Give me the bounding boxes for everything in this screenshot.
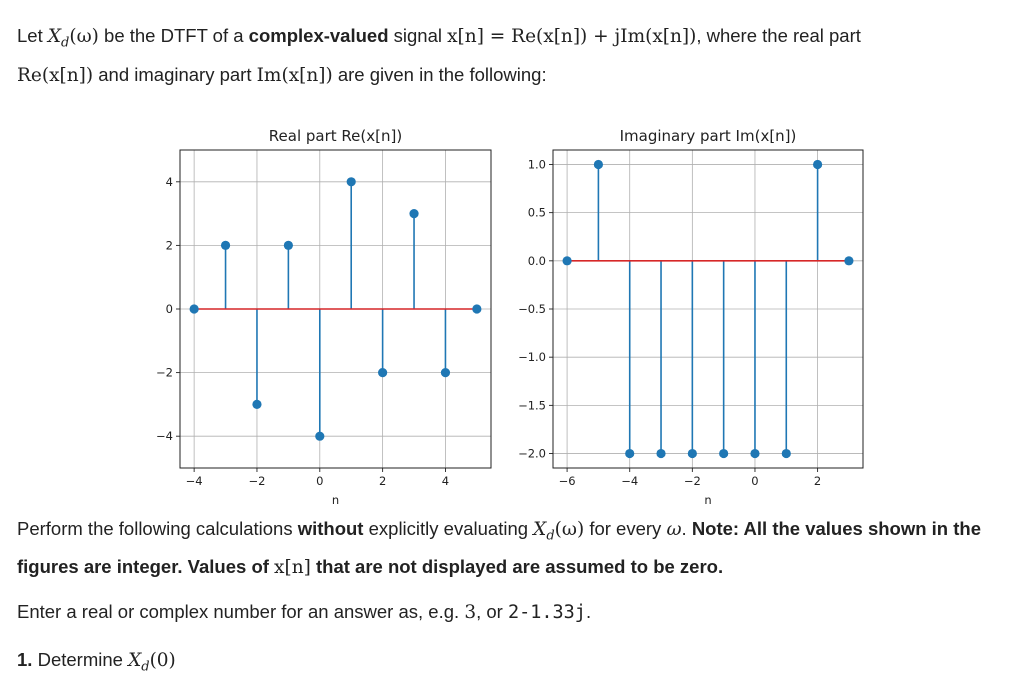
note-text: Note: All the values shown in the figure… xyxy=(17,518,981,577)
hint-text: . xyxy=(585,601,592,622)
chart2-x-tick-label: 0 xyxy=(751,474,758,488)
chart1-y-tick-label: 0 xyxy=(166,302,173,316)
chart2-x-axis-label: n xyxy=(704,493,711,507)
chart1-stem-marker xyxy=(409,209,419,219)
intro-text: , where the real part xyxy=(696,25,861,46)
chart1-stem-marker xyxy=(220,240,231,250)
chart2-stem-marker xyxy=(750,448,760,459)
problem-intro: Let Xd(ω) be the DTFT of a complex-value… xyxy=(17,20,1007,91)
chart2-stem-marker xyxy=(562,256,572,266)
example-complex: 2-1.33j xyxy=(507,602,586,623)
intro-text: be the DTFT of a xyxy=(98,25,249,46)
intro-text: signal xyxy=(388,25,448,46)
dtft-arg: (ω) xyxy=(69,26,99,47)
intro-text: are given in the following: xyxy=(332,63,547,85)
instruction-text: Perform the following calculations xyxy=(17,518,298,539)
chart1-stem-marker xyxy=(252,399,262,409)
chart1-stem-marker xyxy=(315,431,325,441)
dtft-at-zero: Xd(0) xyxy=(128,650,176,675)
imag-part-expr: Im(x[n]) xyxy=(256,64,333,86)
chart2-y-tick-label: 1.0 xyxy=(528,157,546,171)
intro-text: Let xyxy=(17,25,48,46)
chart1-y-tick-label: 2 xyxy=(166,238,173,252)
question-number: 1. xyxy=(17,649,33,670)
dtft-symbol: Xd(ω) xyxy=(47,26,99,51)
hint-text: Enter a real or complex number for an an… xyxy=(17,601,465,622)
chart1-stem-marker xyxy=(378,368,388,378)
omega-symbol: ω xyxy=(666,519,682,540)
chart1-y-tick-label: −4 xyxy=(156,429,173,443)
chart2-y-tick-label: −1.0 xyxy=(518,350,546,364)
dtft-arg: (0) xyxy=(149,650,176,671)
chart2-x-tick-label: −6 xyxy=(559,474,576,488)
real-part-expr: Re(x[n]) xyxy=(17,64,94,86)
chart1-stem-marker xyxy=(189,304,199,314)
dtft-subscript: d xyxy=(546,528,555,544)
chart1-y-tick-label: −2 xyxy=(156,366,173,380)
instruction-text: explicitly evaluating xyxy=(363,518,534,539)
dtft-subscript: d xyxy=(61,35,70,51)
chart2-stem-marker xyxy=(687,448,697,459)
dtft-symbol: Xd(ω) xyxy=(533,519,585,544)
question-text: Determine xyxy=(32,649,129,670)
chart1-x-tick-label: −4 xyxy=(186,474,203,488)
chart2-y-tick-label: 0.5 xyxy=(528,206,546,220)
chart1-x-axis-label: n xyxy=(332,493,339,507)
chart2-stem-marker xyxy=(625,448,635,459)
hint-text: , or xyxy=(476,601,508,622)
chart1-stem-marker xyxy=(346,177,356,187)
chart2-stem-marker xyxy=(844,256,854,266)
dtft-arg: (ω) xyxy=(554,519,585,540)
answer-format-hint: Enter a real or complex number for an an… xyxy=(17,598,1007,627)
chart1-x-tick-label: −2 xyxy=(248,474,265,488)
note-text: that are not displayed are assumed to be… xyxy=(310,555,724,577)
dtft-subscript: d xyxy=(141,659,150,675)
chart2-stem-marker xyxy=(812,159,823,170)
instruction-text: for every xyxy=(584,518,667,539)
chart1-x-tick-label: 2 xyxy=(379,474,386,488)
instruction-text: . xyxy=(681,518,692,539)
chart2-y-tick-label: 0.0 xyxy=(528,254,546,268)
chart1-title: Real part Re(x[n]) xyxy=(269,127,402,145)
instructions-paragraph: Perform the following calculations witho… xyxy=(17,514,1007,583)
stem-plots-figure: −4 −2 0 2 4 4 2 0 −2 −4 Real part Re(x[n]) n −6 −4 −2 0… xyxy=(156,127,864,507)
chart2-y-tick-label: −1.5 xyxy=(518,398,546,412)
chart1-y-tick-label: 4 xyxy=(166,175,173,189)
chart2-y-tick-label: −0.5 xyxy=(518,302,546,316)
chart1-stem-marker xyxy=(472,304,482,314)
chart2-stem-marker xyxy=(656,448,666,459)
signal-symbol: x[n] xyxy=(274,556,311,578)
dtft-X: X xyxy=(533,519,547,540)
dtft-X: X xyxy=(128,650,142,671)
example-real: 3 xyxy=(464,602,477,623)
chart1-stem-marker xyxy=(283,240,293,250)
chart2-title: Imaginary part Im(x[n]) xyxy=(620,127,797,145)
chart2-y-tick-label: −2.0 xyxy=(518,447,546,461)
chart2-stem-marker xyxy=(781,448,791,459)
question-1: 1. Determine Xd(0) xyxy=(17,646,1007,682)
chart2-stem-marker xyxy=(719,448,729,459)
chart2-x-tick-label: −2 xyxy=(684,474,701,488)
chart1-x-tick-label: 0 xyxy=(316,474,323,488)
chart2-x-tick-label: −4 xyxy=(621,474,638,488)
intro-bold: complex-valued xyxy=(248,25,389,46)
chart1-x-tick-label: 4 xyxy=(442,474,449,488)
intro-text: and imaginary part xyxy=(93,63,257,85)
signal-definition: x[n] = Re(x[n]) + jIm(x[n]) xyxy=(447,26,697,47)
chart1-stem-marker xyxy=(440,368,451,378)
chart2-stem-marker xyxy=(593,159,604,170)
dtft-X: X xyxy=(47,26,62,47)
chart2-x-tick-label: 2 xyxy=(814,474,821,488)
instruction-bold: without xyxy=(297,518,364,539)
